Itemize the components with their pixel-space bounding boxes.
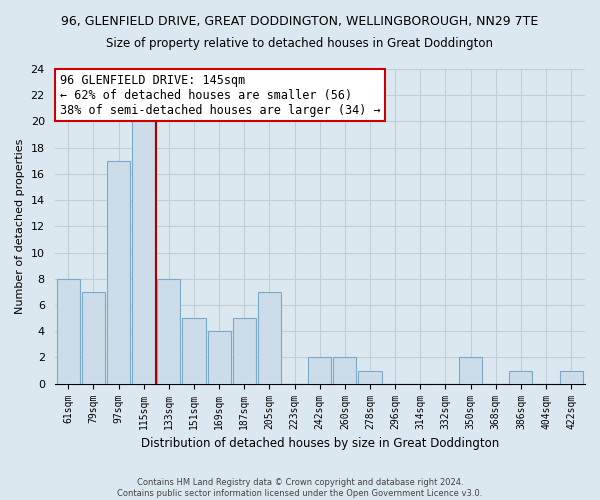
Bar xyxy=(57,279,80,384)
Bar xyxy=(358,370,382,384)
Bar xyxy=(308,358,331,384)
Bar xyxy=(258,292,281,384)
Bar xyxy=(82,292,105,384)
Bar xyxy=(233,318,256,384)
Text: Size of property relative to detached houses in Great Doddington: Size of property relative to detached ho… xyxy=(107,38,493,51)
Bar xyxy=(107,161,130,384)
Text: 96, GLENFIELD DRIVE, GREAT DODDINGTON, WELLINGBOROUGH, NN29 7TE: 96, GLENFIELD DRIVE, GREAT DODDINGTON, W… xyxy=(61,15,539,28)
Bar xyxy=(182,318,206,384)
Bar xyxy=(509,370,532,384)
Bar xyxy=(334,358,356,384)
Y-axis label: Number of detached properties: Number of detached properties xyxy=(15,138,25,314)
Bar xyxy=(459,358,482,384)
X-axis label: Distribution of detached houses by size in Great Doddington: Distribution of detached houses by size … xyxy=(140,437,499,450)
Bar xyxy=(132,122,155,384)
Bar xyxy=(208,331,231,384)
Bar xyxy=(560,370,583,384)
Text: Contains HM Land Registry data © Crown copyright and database right 2024.
Contai: Contains HM Land Registry data © Crown c… xyxy=(118,478,482,498)
Text: 96 GLENFIELD DRIVE: 145sqm
← 62% of detached houses are smaller (56)
38% of semi: 96 GLENFIELD DRIVE: 145sqm ← 62% of deta… xyxy=(60,74,380,116)
Bar xyxy=(157,279,181,384)
